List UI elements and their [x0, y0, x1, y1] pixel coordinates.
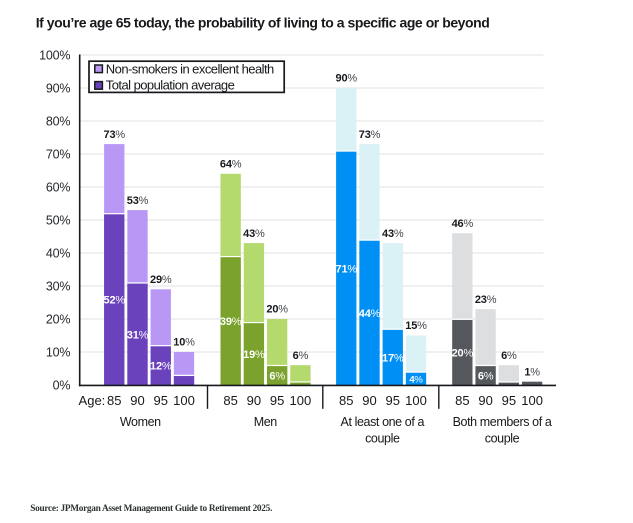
svg-text:10%: 10% — [173, 337, 195, 349]
svg-text:85: 85 — [455, 393, 469, 408]
svg-text:100: 100 — [290, 393, 312, 408]
svg-text:Total population average: Total population average — [106, 77, 235, 92]
svg-text:90: 90 — [247, 393, 261, 408]
svg-text:53%: 53% — [127, 195, 149, 207]
svg-text:15%: 15% — [405, 320, 427, 332]
svg-text:90: 90 — [130, 393, 144, 408]
svg-text:39%: 39% — [220, 316, 242, 328]
svg-text:17%: 17% — [382, 352, 404, 364]
svg-text:85: 85 — [223, 393, 237, 408]
svg-text:At least one of a: At least one of a — [341, 415, 425, 429]
svg-text:Source: JPMorgan Asset Managem: Source: JPMorgan Asset Management Guide … — [30, 504, 272, 514]
svg-text:couple: couple — [365, 431, 400, 445]
svg-text:90%: 90% — [336, 73, 358, 85]
svg-text:4%: 4% — [409, 374, 423, 385]
svg-text:43%: 43% — [382, 228, 404, 240]
svg-text:6%: 6% — [269, 371, 285, 383]
svg-text:20%: 20% — [46, 312, 71, 326]
svg-text:29%: 29% — [150, 274, 172, 286]
svg-text:1%: 1% — [524, 366, 540, 378]
svg-text:6%: 6% — [501, 350, 517, 362]
svg-text:95: 95 — [386, 393, 400, 408]
svg-text:100: 100 — [521, 393, 543, 408]
svg-text:couple: couple — [485, 431, 520, 445]
svg-text:6%: 6% — [478, 371, 494, 383]
svg-text:40%: 40% — [46, 246, 71, 260]
svg-text:Non-smokers in excellent healt: Non-smokers in excellent health — [106, 61, 274, 76]
svg-text:46%: 46% — [452, 218, 474, 230]
svg-text:19%: 19% — [243, 349, 265, 361]
svg-text:10%: 10% — [46, 345, 71, 359]
svg-text:85: 85 — [339, 393, 353, 408]
svg-text:If you’re age 65 today, the pr: If you’re age 65 today, the probability … — [36, 15, 490, 31]
svg-text:30%: 30% — [46, 279, 71, 293]
svg-text:0%: 0% — [53, 378, 71, 392]
svg-text:23%: 23% — [475, 294, 497, 306]
svg-text:100: 100 — [405, 393, 427, 408]
svg-text:80%: 80% — [46, 114, 71, 128]
svg-text:73%: 73% — [104, 129, 126, 141]
svg-text:50%: 50% — [46, 213, 71, 227]
svg-text:70%: 70% — [46, 147, 71, 161]
svg-text:44%: 44% — [359, 308, 381, 320]
svg-text:Women: Women — [120, 415, 161, 429]
svg-text:52%: 52% — [104, 295, 126, 307]
svg-text:20%: 20% — [452, 347, 474, 359]
svg-text:95: 95 — [154, 393, 168, 408]
svg-text:60%: 60% — [46, 180, 71, 194]
svg-text:73%: 73% — [359, 129, 381, 141]
svg-text:Both members of a: Both members of a — [453, 415, 552, 429]
svg-text:12%: 12% — [150, 361, 172, 373]
svg-text:90: 90 — [362, 393, 376, 408]
svg-text:100%: 100% — [39, 48, 70, 62]
svg-text:100: 100 — [173, 393, 195, 408]
svg-text:90: 90 — [478, 393, 492, 408]
svg-text:20%: 20% — [266, 304, 288, 316]
svg-text:95: 95 — [502, 393, 516, 408]
svg-text:Men: Men — [254, 415, 278, 429]
svg-text:6%: 6% — [293, 350, 309, 362]
svg-text:64%: 64% — [220, 159, 242, 171]
svg-text:95: 95 — [270, 393, 284, 408]
svg-text:43%: 43% — [243, 228, 265, 240]
svg-text:71%: 71% — [336, 263, 358, 275]
svg-text:85: 85 — [107, 393, 121, 408]
svg-text:90%: 90% — [46, 81, 71, 95]
svg-text:31%: 31% — [127, 329, 149, 341]
svg-text:Age:: Age: — [79, 393, 106, 408]
